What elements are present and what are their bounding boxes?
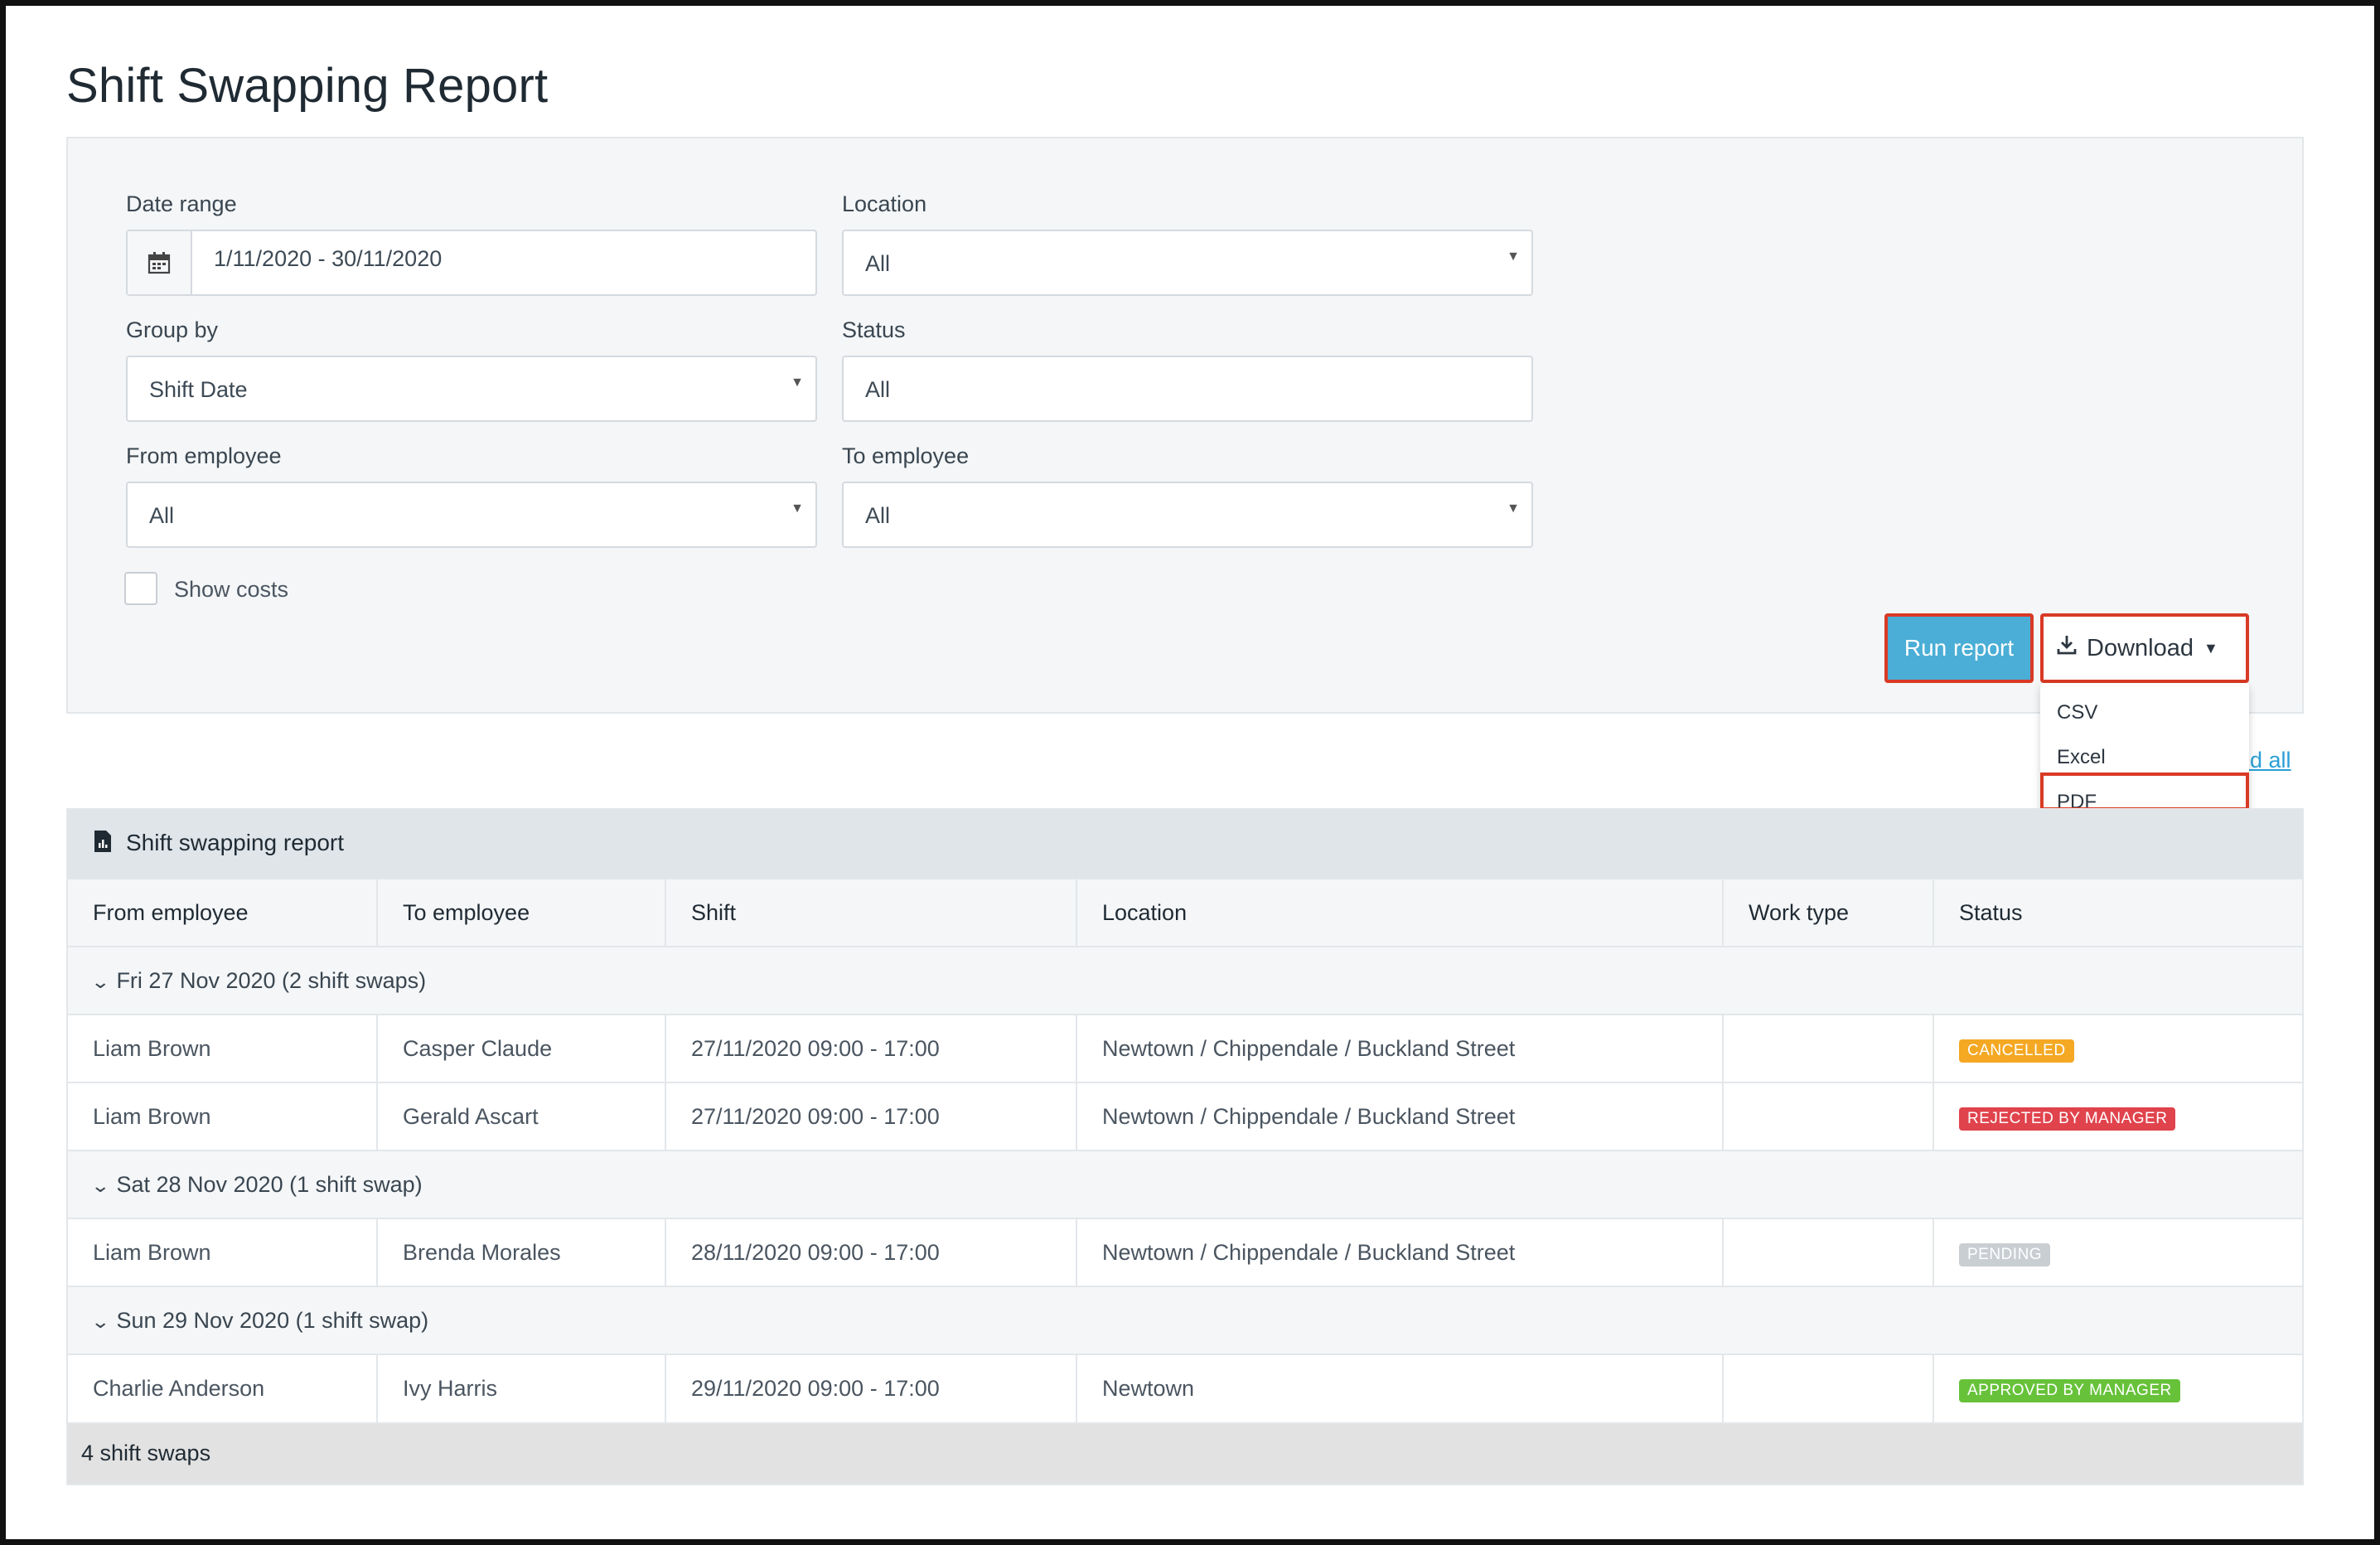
show-costs-label: Show costs <box>174 577 289 602</box>
page-title: Shift Swapping Report <box>66 59 549 113</box>
from-employee-label: From employee <box>126 443 282 468</box>
group-label: Sun 29 Nov 2020 (1 shift swap) <box>116 1307 429 1333</box>
chevron-down-icon[interactable]: ⌄ <box>90 971 111 992</box>
cell-to-employee: Gerald Ascart <box>377 1082 666 1150</box>
run-report-button[interactable]: Run report <box>1884 613 2034 683</box>
report-header: Shift swapping report <box>68 810 2302 878</box>
cell-to-employee: Ivy Harris <box>377 1354 666 1422</box>
chevron-down-icon[interactable]: ⌄ <box>90 1174 111 1196</box>
group-row[interactable]: ⌄ Fri 27 Nov 2020 (2 shift swaps) <box>68 946 2302 1015</box>
caret-down-icon: ▼ <box>1507 249 1520 264</box>
total-swaps: 4 shift swaps <box>81 1441 211 1465</box>
column-header-from-employee[interactable]: From employee <box>68 878 378 947</box>
report-title: Shift swapping report <box>126 830 345 855</box>
column-header-work-type[interactable]: Work type <box>1723 878 1934 947</box>
table-row: Liam Brown Brenda Morales 28/11/2020 09:… <box>68 1218 2302 1286</box>
status-select[interactable]: All <box>842 356 1533 422</box>
report-table: From employee To employee Shift Location… <box>68 878 2302 1422</box>
download-label: Download <box>2087 634 2194 661</box>
cell-work-type <box>1723 1354 1934 1422</box>
download-icon <box>2055 633 2078 663</box>
cell-status: CANCELLED <box>1933 1014 2302 1082</box>
download-option-csv[interactable]: CSV <box>2057 701 2098 724</box>
caret-down-icon: ▼ <box>791 375 804 390</box>
location-select[interactable]: All ▼ <box>842 230 1533 296</box>
download-option-excel[interactable]: Excel <box>2057 746 2106 768</box>
cell-shift: 27/11/2020 09:00 - 17:00 <box>665 1014 1077 1082</box>
to-employee-value: All <box>865 503 891 528</box>
caret-down-icon: ▼ <box>1507 501 1520 516</box>
to-employee-select[interactable]: All ▼ <box>842 482 1533 548</box>
group-row[interactable]: ⌄ Sat 28 Nov 2020 (1 shift swap) <box>68 1150 2302 1218</box>
status-badge: REJECTED BY MANAGER <box>1959 1107 2176 1131</box>
date-range-value: 1/11/2020 - 30/11/2020 <box>214 246 443 271</box>
group-label: Sat 28 Nov 2020 (1 shift swap) <box>116 1171 423 1197</box>
group-label: Fri 27 Nov 2020 (2 shift swaps) <box>116 967 427 993</box>
table-row: Charlie Anderson Ivy Harris 29/11/2020 0… <box>68 1354 2302 1422</box>
table-row: Liam Brown Gerald Ascart 27/11/2020 09:0… <box>68 1082 2302 1150</box>
table-header-row: From employee To employee Shift Location… <box>68 878 2302 947</box>
date-range-field[interactable]: 1/11/2020 - 30/11/2020 <box>126 230 817 296</box>
table-row: Liam Brown Casper Claude 27/11/2020 09:0… <box>68 1014 2302 1082</box>
group-by-label: Group by <box>126 317 219 342</box>
group-by-value: Shift Date <box>149 377 248 402</box>
cell-from-employee: Liam Brown <box>68 1218 378 1286</box>
cell-to-employee: Brenda Morales <box>377 1218 666 1286</box>
location-value: All <box>865 251 891 276</box>
cell-shift: 28/11/2020 09:00 - 17:00 <box>665 1218 1077 1286</box>
date-range-label: Date range <box>126 191 237 216</box>
download-button[interactable]: Download ▼ <box>2040 613 2249 683</box>
cell-status: PENDING <box>1933 1218 2302 1286</box>
cell-work-type <box>1723 1014 1934 1082</box>
pdf-highlight <box>2040 772 2249 811</box>
caret-down-icon: ▼ <box>2203 639 2218 656</box>
cell-from-employee: Liam Brown <box>68 1014 378 1082</box>
cell-shift: 27/11/2020 09:00 - 17:00 <box>665 1082 1077 1150</box>
status-badge: CANCELLED <box>1959 1039 2074 1063</box>
report-table-container: Shift swapping report From employee To e… <box>66 808 2304 1485</box>
location-label: Location <box>842 191 927 216</box>
status-value: All <box>865 377 891 402</box>
cell-location: Newtown / Chippendale / Buckland Street <box>1076 1082 1724 1150</box>
cell-work-type <box>1723 1082 1934 1150</box>
calendar-icon[interactable] <box>128 231 192 294</box>
group-row[interactable]: ⌄ Sun 29 Nov 2020 (1 shift swap) <box>68 1286 2302 1354</box>
from-employee-select[interactable]: All ▼ <box>126 482 817 548</box>
chevron-down-icon[interactable]: ⌄ <box>90 1310 111 1332</box>
cell-shift: 29/11/2020 09:00 - 17:00 <box>665 1354 1077 1422</box>
cell-from-employee: Liam Brown <box>68 1082 378 1150</box>
column-header-shift[interactable]: Shift <box>665 878 1077 947</box>
status-badge: PENDING <box>1959 1242 2051 1267</box>
report-icon <box>93 830 113 859</box>
show-costs-checkbox[interactable] <box>124 572 157 605</box>
cell-location: Newtown / Chippendale / Buckland Street <box>1076 1014 1724 1082</box>
cell-from-employee: Charlie Anderson <box>68 1354 378 1422</box>
cell-to-employee: Casper Claude <box>377 1014 666 1082</box>
report-footer: 4 shift swaps <box>68 1422 2302 1484</box>
column-header-location[interactable]: Location <box>1076 878 1724 947</box>
column-header-to-employee[interactable]: To employee <box>377 878 666 947</box>
from-employee-value: All <box>149 503 175 528</box>
caret-down-icon: ▼ <box>791 501 804 516</box>
cell-location: Newtown <box>1076 1354 1724 1422</box>
group-by-select[interactable]: Shift Date ▼ <box>126 356 817 422</box>
cell-status: REJECTED BY MANAGER <box>1933 1082 2302 1150</box>
status-badge: APPROVED BY MANAGER <box>1959 1379 2180 1402</box>
cell-work-type <box>1723 1218 1934 1286</box>
status-label: Status <box>842 317 906 342</box>
cell-location: Newtown / Chippendale / Buckland Street <box>1076 1218 1724 1286</box>
column-header-status[interactable]: Status <box>1933 878 2302 947</box>
to-employee-label: To employee <box>842 443 970 468</box>
cell-status: APPROVED BY MANAGER <box>1933 1354 2302 1422</box>
